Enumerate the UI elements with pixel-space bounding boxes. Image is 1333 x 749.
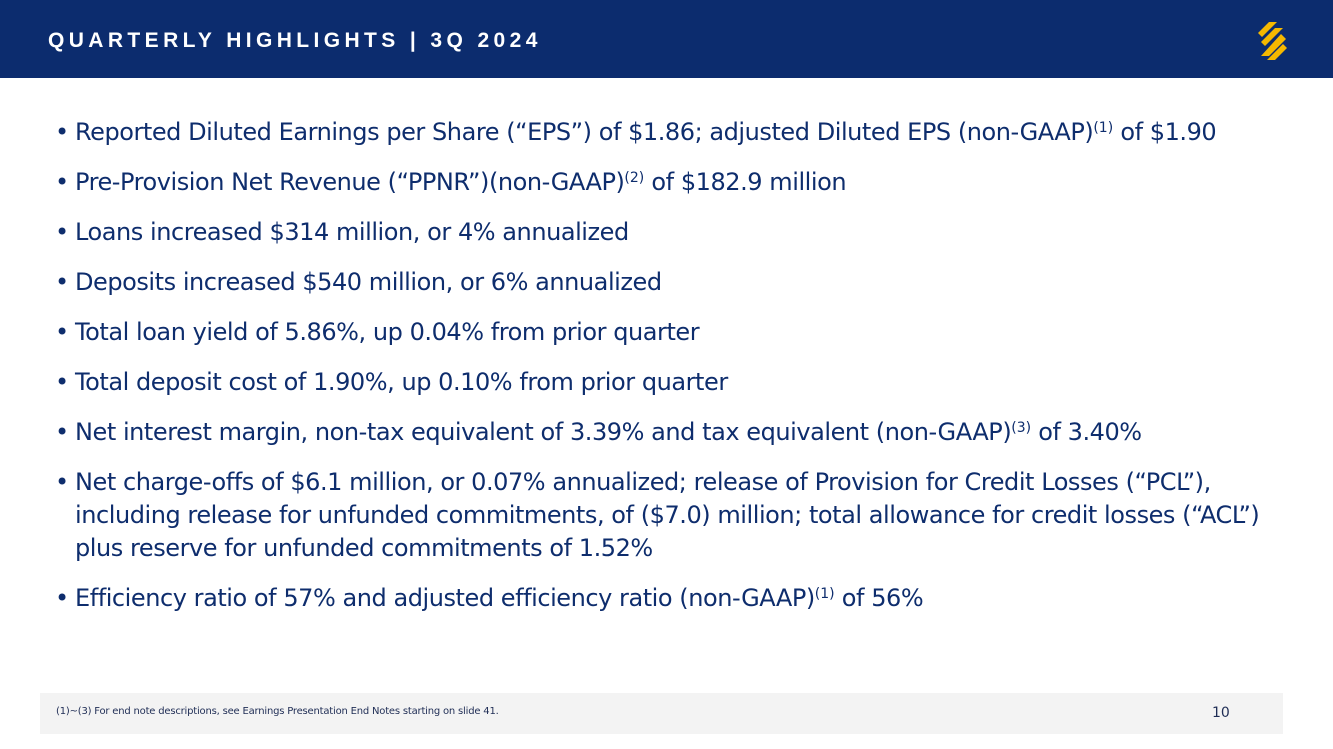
page-number: 10 [1212,705,1230,721]
bullet-net-interest-margin: Net interest margin, non-tax equivalent … [55,416,1305,449]
bullet-loan-yield: Total loan yield of 5.86%, up 0.04% from… [55,316,1305,349]
header-bar: QUARTERLY HIGHLIGHTS | 3Q 2024 [0,0,1333,78]
highlights-list: Reported Diluted Earnings per Share (“EP… [55,116,1305,632]
bullet-ppnr: Pre-Provision Net Revenue (“PPNR”)(non-G… [55,166,1305,199]
bullet-loans: Loans increased $314 million, or 4% annu… [55,216,1305,249]
footnote: (1)~(3) For end note descriptions, see E… [56,706,499,717]
bullet-deposits: Deposits increased $540 million, or 6% a… [55,266,1305,299]
bullet-deposit-cost: Total deposit cost of 1.90%, up 0.10% fr… [55,366,1305,399]
bullet-efficiency-ratio: Efficiency ratio of 57% and adjusted eff… [55,582,1305,615]
ss-logo-icon [1258,22,1287,60]
footer: (1)~(3) For end note descriptions, see E… [40,693,1283,734]
bullet-net-charge-offs: Net charge-offs of $6.1 million, or 0.07… [55,466,1305,565]
page-title: QUARTERLY HIGHLIGHTS | 3Q 2024 [48,29,542,52]
bullet-eps: Reported Diluted Earnings per Share (“EP… [55,116,1305,149]
